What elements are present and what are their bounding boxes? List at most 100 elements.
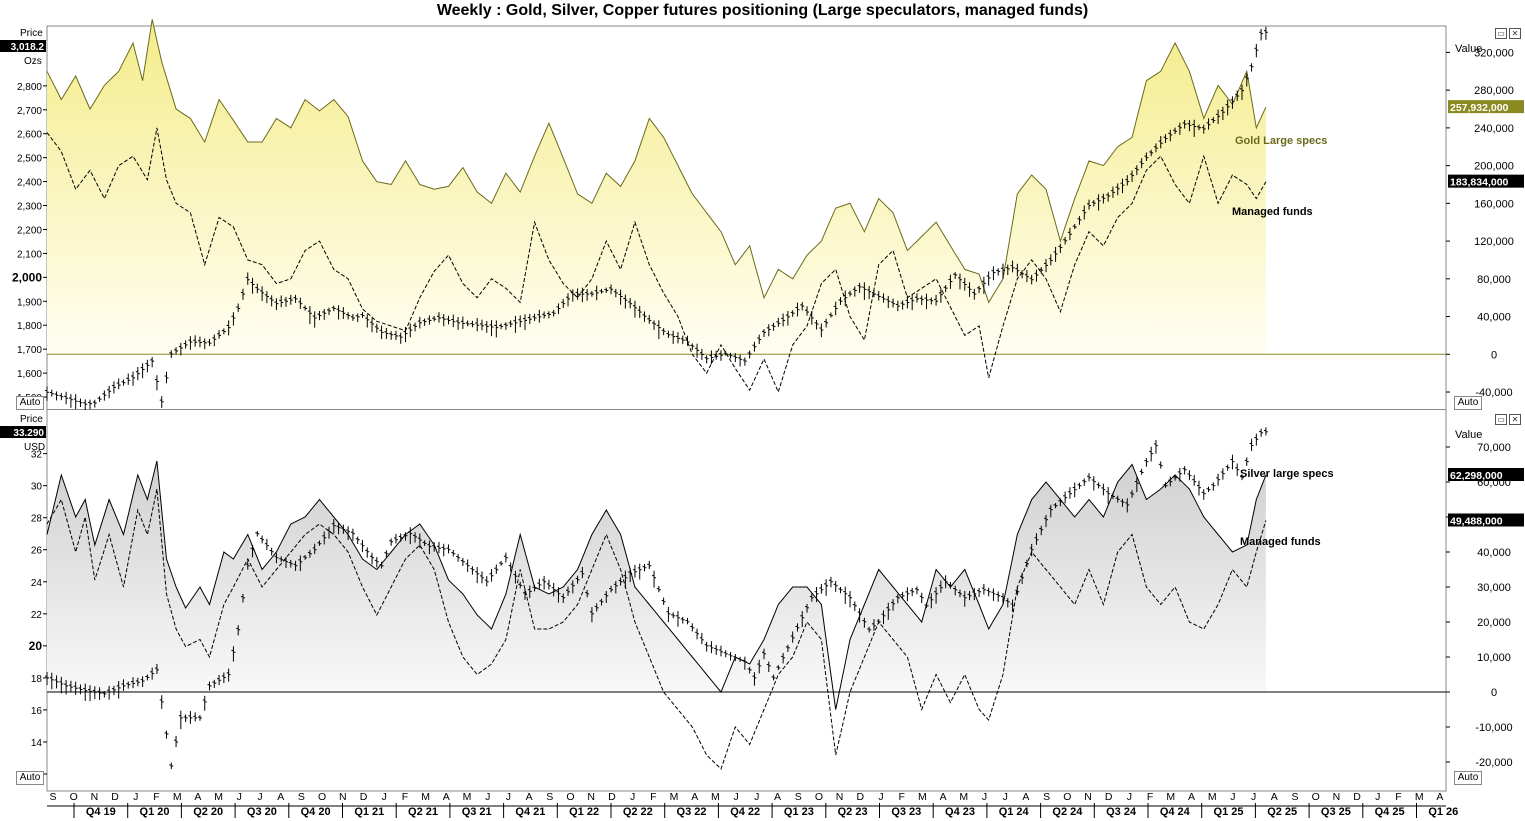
price-bar	[1206, 486, 1211, 492]
auto-scale-button[interactable]: Auto	[1454, 771, 1482, 785]
price-bar	[145, 359, 150, 373]
price-bar	[260, 535, 265, 544]
price-bar	[704, 355, 709, 364]
auto-scale-button[interactable]: Auto	[1454, 396, 1482, 410]
price-bar	[49, 672, 54, 690]
price-bar	[1110, 186, 1115, 198]
price-bar	[1029, 274, 1034, 285]
price-bar	[747, 350, 752, 359]
price-bar	[647, 315, 652, 324]
x-quarter-label: Q2 25	[1267, 806, 1297, 818]
price-bar	[303, 305, 308, 311]
price-bar	[537, 578, 542, 590]
price-bar	[914, 293, 919, 303]
price-bar	[221, 328, 226, 335]
price-bar	[54, 391, 59, 401]
price-bar	[972, 288, 977, 300]
price-bar	[384, 327, 389, 339]
price-bar	[647, 560, 652, 570]
price-bar	[365, 547, 370, 558]
price-bar	[910, 293, 915, 311]
price-bar	[1058, 498, 1063, 507]
price-bar	[370, 318, 375, 333]
price-bar	[938, 580, 943, 593]
right-tick-label: 80,000	[1477, 274, 1511, 286]
price-bar	[470, 320, 475, 328]
price-bar	[1077, 216, 1082, 225]
panel-gold: Price 3,018.2 Ozs 2,800 2,700 2,600 2,500 2,400…	[0, 19, 1524, 410]
x-month-label: M	[214, 791, 223, 803]
price-bar	[546, 311, 551, 319]
x-month-label: J	[237, 791, 242, 803]
price-bar	[1149, 446, 1154, 462]
left-tick-label: 2,400	[17, 178, 42, 189]
price-bar	[738, 656, 743, 662]
restore-icon[interactable]: ▭	[1495, 28, 1507, 39]
x-month-label: S	[1291, 791, 1298, 803]
price-bar	[298, 555, 303, 572]
price-bar	[135, 677, 140, 687]
price-bar	[766, 661, 771, 673]
price-bar	[1153, 439, 1158, 454]
price-bar	[269, 295, 274, 307]
price-bar	[924, 293, 929, 310]
x-month-label: O	[1063, 791, 1071, 803]
price-bar	[1120, 498, 1125, 507]
right-tick-label: 320,000	[1474, 47, 1514, 59]
price-bar	[934, 294, 939, 306]
price-bar	[479, 319, 484, 331]
price-bar	[781, 652, 786, 664]
plot-frame	[46, 25, 1447, 792]
price-bar	[207, 681, 212, 691]
price-bar	[771, 322, 776, 331]
x-month-label: M	[1415, 791, 1424, 803]
right-tick-label: 0	[1491, 687, 1497, 699]
restore-icon[interactable]: ▭	[1495, 414, 1507, 425]
price-bar	[365, 314, 370, 328]
price-bar	[1168, 129, 1173, 142]
price-bar	[934, 587, 939, 604]
price-bar	[523, 588, 527, 600]
price-bar	[838, 586, 843, 594]
price-bar	[972, 587, 977, 601]
left-tick-label: 1,600	[17, 369, 42, 380]
price-bar	[1053, 502, 1058, 509]
price-bar	[1044, 514, 1049, 528]
price-bar	[542, 576, 547, 590]
price-bar	[212, 679, 217, 689]
price-bar	[891, 599, 896, 611]
close-icon[interactable]: ✕	[1509, 28, 1521, 39]
price-bar	[197, 336, 202, 348]
price-bar	[1125, 175, 1130, 186]
price-bar	[862, 282, 867, 300]
price-bar	[83, 399, 88, 410]
price-bar	[475, 318, 480, 332]
price-bar	[116, 681, 121, 699]
left-tick-label: 2,600	[17, 130, 42, 141]
x-month-label: A	[1022, 791, 1029, 803]
price-bar	[642, 311, 647, 322]
price-bar	[785, 310, 790, 326]
price-bar	[169, 762, 174, 770]
right-tick-label: 120,000	[1474, 236, 1514, 248]
left-tick-label: 26	[31, 546, 43, 557]
price-bar	[556, 303, 561, 315]
price-bar	[1101, 483, 1106, 496]
price-bar	[460, 316, 465, 329]
x-month-label: M	[1166, 791, 1175, 803]
x-month-label: A	[691, 791, 698, 803]
close-icon[interactable]: ✕	[1509, 414, 1521, 425]
price-bar	[355, 536, 360, 544]
price-bar	[762, 648, 766, 660]
auto-scale-button[interactable]: Auto	[16, 396, 44, 410]
price-bar	[111, 685, 116, 696]
price-bar	[561, 593, 566, 603]
price-bar	[747, 666, 752, 674]
x-month-label: J	[133, 791, 138, 803]
right-tick-label: 200,000	[1474, 161, 1514, 173]
right-tick-label: 240,000	[1474, 123, 1514, 135]
price-bar	[800, 611, 805, 628]
auto-scale-button[interactable]: Auto	[16, 771, 44, 785]
left-tick-label: 2,100	[17, 249, 42, 260]
